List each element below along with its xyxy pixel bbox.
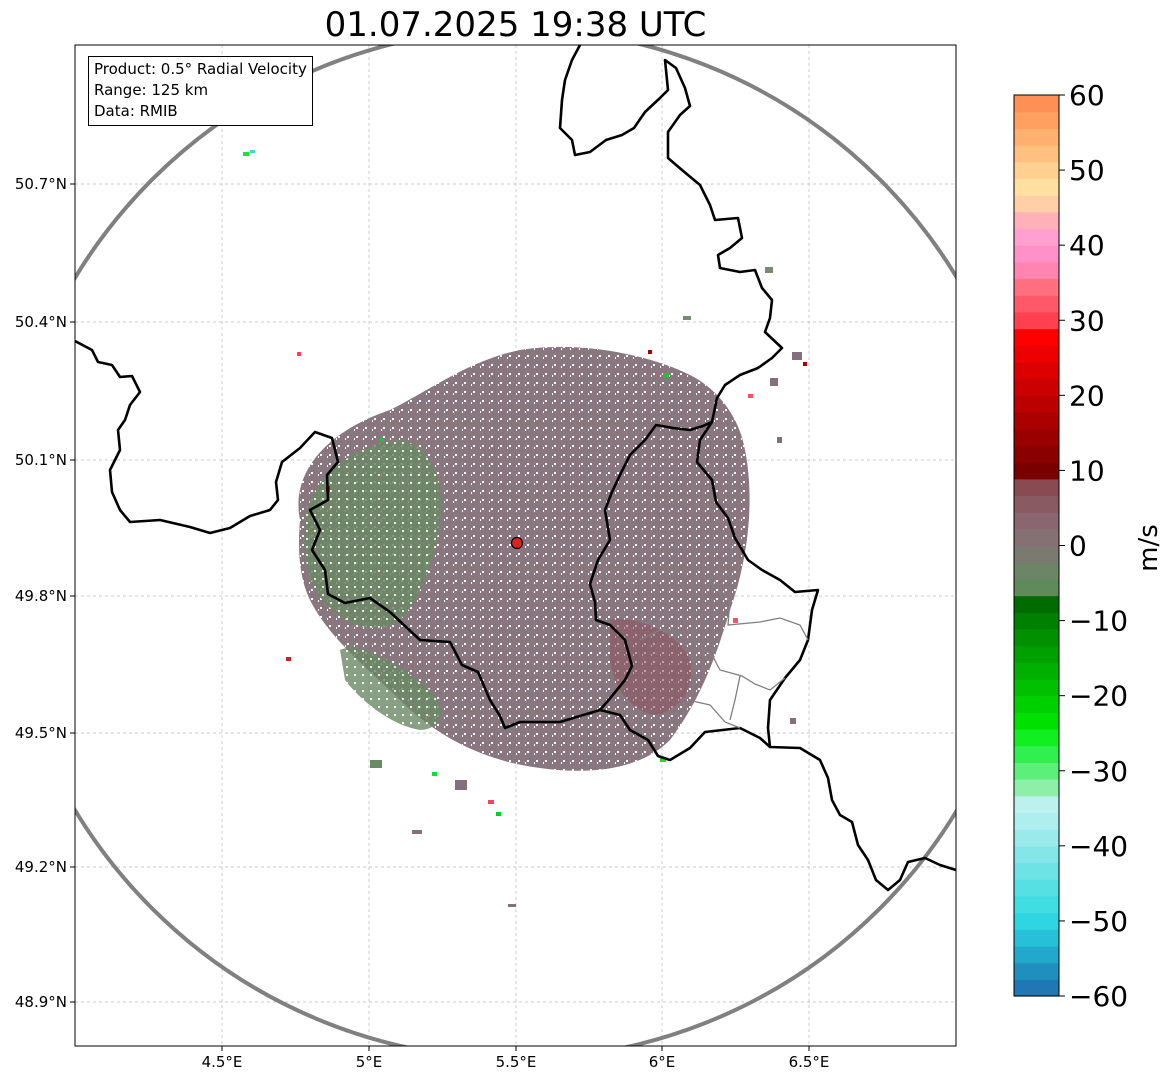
radar-site-marker[interactable] [510,536,524,550]
lat-tick-label: 50.1°N [15,451,67,469]
lon-tick-label: 5°E [356,1053,383,1071]
lon-tick-label: 6°E [649,1053,676,1071]
lat-tick-label: 49.8°N [15,587,67,605]
inbound-velocity-echoes [304,440,441,629]
axis-ticks [70,183,810,1051]
inbound-velocity-echoes [340,647,441,730]
country-borders [75,45,956,892]
lon-tick-label: 5.5°E [496,1053,537,1071]
admin-borders [639,581,809,729]
data-source-label: Data: RMIB [94,102,178,120]
range-label: Range: 125 km [94,81,209,99]
outbound-velocity-echoes [610,619,691,715]
lon-tick-label: 4.5°E [202,1053,243,1071]
product-info-box: Product: 0.5° Radial Velocity Range: 125… [88,56,313,126]
lat-tick-label: 50.7°N [15,175,67,193]
product-label: Product: 0.5° Radial Velocity [94,60,307,78]
lat-tick-label: 49.5°N [15,724,67,742]
scattered-echoes [243,150,807,907]
chart-title: 01.07.2025 19:38 UTC [324,5,707,45]
lon-tick-label: 6.5°E [789,1053,830,1071]
lat-tick-label: 49.2°N [15,858,67,876]
lat-tick-label: 48.9°N [15,993,67,1011]
lat-tick-label: 50.4°N [15,313,67,331]
